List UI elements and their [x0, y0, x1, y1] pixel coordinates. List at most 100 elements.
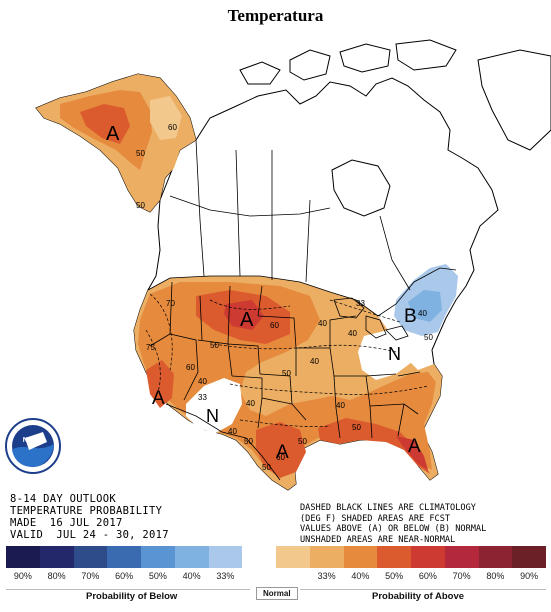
alaska-50-label-b: 50	[136, 201, 145, 210]
quebec-boundary	[379, 215, 411, 291]
west-33-label: 33	[198, 393, 207, 402]
legend-tick	[276, 571, 310, 581]
gulf-above-60	[318, 418, 430, 474]
legend-swatch	[107, 546, 141, 568]
plains-40-label: 40	[310, 357, 319, 366]
alaska-light-patch	[150, 96, 182, 140]
legend-swatch	[73, 546, 108, 568]
contour-85-texas	[239, 419, 331, 427]
contour-70-west	[149, 293, 173, 371]
legend-divider-right	[300, 589, 546, 590]
canada-boundary-5	[169, 195, 331, 217]
alaska-above-label: A	[106, 123, 120, 145]
legend-swatch	[6, 546, 40, 568]
us-canada-border	[147, 267, 457, 317]
outlook-map: A A A A A B N N 60 50 50 60 40 40 40 50 …	[5, 39, 551, 491]
outlook-info: 8-14 DAY OUTLOOK TEMPERATURE PROBABILITY M…	[10, 493, 169, 541]
legend-tick: 90%	[13, 571, 32, 581]
us-mexico-border	[165, 403, 281, 481]
ohio-normal-area	[358, 330, 412, 380]
texas-60-label: 60	[276, 453, 285, 462]
legend-tick: 40%	[182, 571, 201, 581]
florida-above-70	[396, 436, 428, 470]
plains-above-70	[224, 300, 264, 330]
legend-swatch	[174, 546, 209, 568]
alaska-50-label-a: 50	[136, 149, 145, 158]
west-40-label: 40	[198, 377, 207, 386]
canada-boundary-1	[195, 139, 205, 277]
northeast-below-40	[408, 290, 442, 322]
legend-tick: 50%	[148, 571, 167, 581]
legend-tick: 80%	[47, 571, 66, 581]
legend-tick	[242, 571, 276, 581]
legend-above-caption: Probability of Above	[372, 591, 465, 602]
west-above-label: A	[152, 388, 165, 409]
legend-tick: 40%	[351, 571, 370, 581]
legend-tick: 33%	[216, 571, 235, 581]
northeast-50-label: 50	[424, 333, 433, 342]
notes-line-3: VALUES ABOVE (A) OR BELOW (B) NORMAL	[300, 524, 487, 534]
boundaries	[147, 139, 457, 481]
legend-tick: 60%	[418, 571, 437, 581]
contour-80-south	[229, 383, 429, 395]
southwest-50-label: 50	[244, 437, 253, 446]
legend-tick: 60%	[115, 571, 134, 581]
great-lakes	[333, 297, 409, 341]
great-lakes-40-label: 40	[318, 319, 327, 328]
legend-tick: 70%	[81, 571, 100, 581]
legend-swatch	[512, 546, 546, 568]
northeast-below-label: B	[404, 306, 417, 327]
state-lines	[149, 281, 421, 439]
canada-boundary-2	[235, 149, 241, 277]
legend-swatch	[411, 546, 445, 568]
arctic-island-2	[339, 43, 391, 73]
midwest-33-label: 33	[356, 299, 365, 308]
southwest-normal-label: N	[206, 406, 219, 426]
plains-50-label: 50	[282, 369, 291, 378]
southeast-50-label: 50	[352, 423, 361, 432]
greenland-edge	[477, 49, 551, 151]
legend-color-bar	[6, 546, 546, 568]
contour-75-plains	[213, 343, 397, 353]
legend-tick: 80%	[486, 571, 505, 581]
texas-50-label: 50	[298, 437, 307, 446]
legend-tick: 50%	[385, 571, 404, 581]
contour-70-plains	[209, 299, 291, 310]
alaska-60-label: 60	[168, 123, 177, 132]
legend-swatch	[377, 546, 411, 568]
legend-swatch	[478, 546, 513, 568]
west-50-label: 50	[210, 341, 219, 350]
outlook-line-2: TEMPERATURE PROBABILITY	[10, 505, 163, 517]
texas-50b-label: 50	[262, 463, 271, 472]
legend-swatch	[208, 546, 243, 568]
noaa-logo: NOAA	[5, 418, 61, 474]
legend-tick: 70%	[452, 571, 471, 581]
florida-above-label: A	[408, 436, 421, 457]
legend-swatch	[242, 546, 276, 568]
legend-swatch	[39, 546, 74, 568]
arctic-island-3	[395, 39, 457, 71]
legend-tick: 90%	[520, 571, 539, 581]
svg-text:NOAA: NOAA	[23, 437, 44, 444]
contour-65-north	[329, 299, 401, 323]
map-title: Temperatura	[227, 6, 324, 25]
alaska-above-60	[80, 104, 130, 144]
canada-boundary-4	[305, 199, 311, 283]
legend-swatch	[444, 546, 479, 568]
notes-line-2: (DEG F) SHADED AREAS ARE FCST	[300, 513, 451, 524]
northeast-normal-label: N	[388, 344, 401, 364]
legend-swatch	[309, 546, 344, 568]
southwest-normal-area	[186, 378, 242, 434]
legend-below-caption: Probability of Below	[86, 591, 178, 602]
great-lakes-40b-label: 40	[348, 329, 357, 338]
west-70-label: 70	[166, 299, 175, 308]
southeast-40-label: 40	[336, 401, 345, 410]
northeast-40-label: 40	[418, 309, 427, 318]
outlook-line-1: 8-14 DAY OUTLOOK	[10, 493, 116, 505]
climatology-contours	[145, 293, 429, 427]
west-60-label: 60	[186, 363, 195, 372]
contour-value-labels: 60 50 50 60 40 40 40 50 75 70 60 50 40 3…	[136, 123, 433, 472]
texas-above-label: A	[276, 442, 289, 463]
plains-above-label: A	[240, 309, 254, 331]
texas-40-label: 40	[246, 399, 255, 408]
